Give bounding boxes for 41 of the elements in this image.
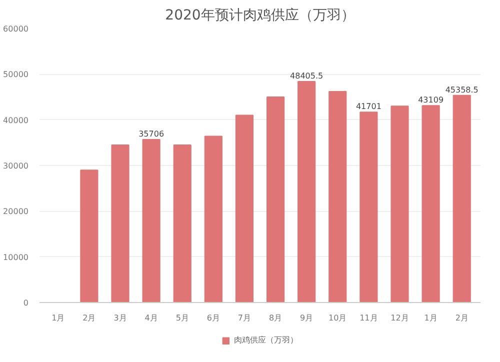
bar [298,80,316,302]
bar [111,144,130,302]
y-tick-label: 50000 [3,70,29,80]
legend-label: 肉鸡供应（万羽） [234,334,298,346]
x-tick-label: 2月 [82,314,96,322]
x-tick-label: 4月 [144,314,158,322]
y-tick-label: 30000 [3,162,29,170]
y-tick-label: 10000 [3,252,29,262]
bar [204,136,222,302]
x-tick-label: 7月 [238,314,252,322]
data-label: 45358.5 [445,85,478,94]
bar [422,105,440,302]
x-tick-label: 9月 [300,314,314,322]
bar [173,144,192,302]
x-tick-label: 10月 [328,314,347,322]
data-label: 48405.5 [290,71,324,80]
bar [266,96,285,302]
y-tick-label: 0 [23,298,29,308]
bar [328,91,347,302]
chart-title: 2020年预计肉鸡供应（万羽） [165,8,355,24]
bar [80,170,98,302]
data-label: 43109 [418,96,444,105]
y-tick-label: 20000 [3,207,29,216]
bar [452,94,471,302]
x-tick-label: 1月 [424,314,438,322]
data-label: 41701 [356,102,382,112]
y-tick-label: 40000 [3,116,29,125]
bar [235,114,254,302]
x-tick-label: 12月 [390,314,409,322]
x-tick-label: 3月 [114,314,127,322]
x-tick-label: 6月 [206,314,220,322]
bar [360,112,378,302]
x-tick-label: 2月 [455,314,468,322]
bar [390,106,409,302]
x-tick-label: 11月 [360,314,378,322]
y-tick-label: 60000 [3,24,29,34]
x-tick-label: 5月 [176,314,189,322]
x-tick-label: 1月 [52,314,65,322]
data-label: 35706 [138,129,164,138]
bar [142,138,160,302]
x-tick-label: 8月 [268,314,282,322]
